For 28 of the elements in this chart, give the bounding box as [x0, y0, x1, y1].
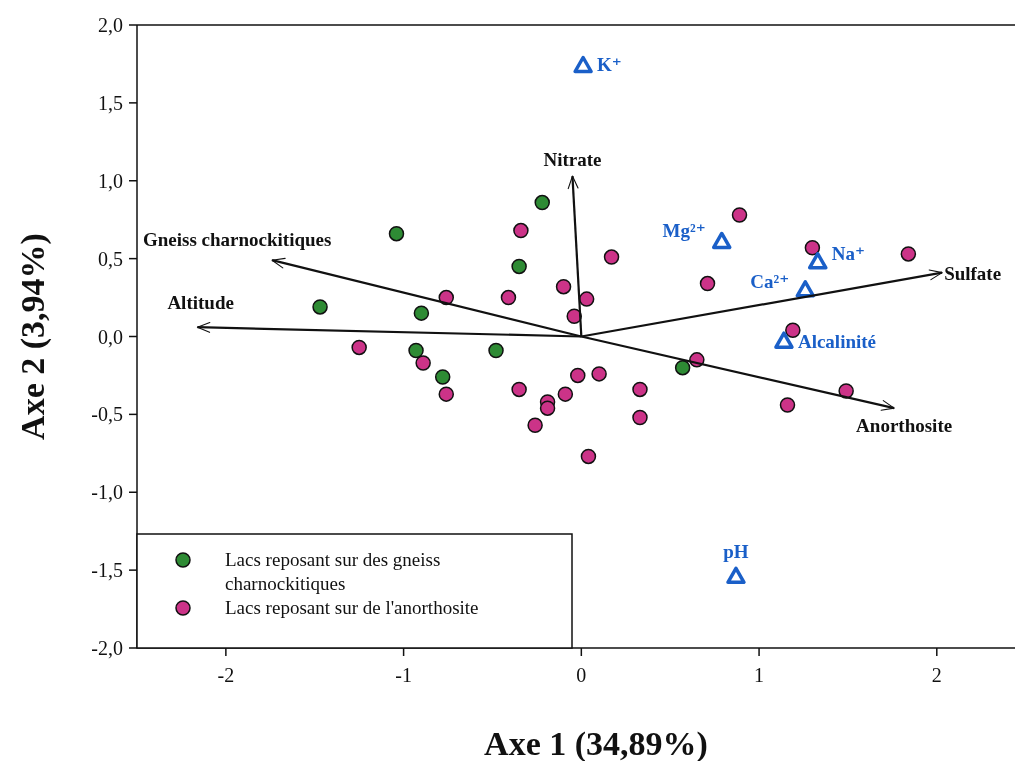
y-tick-label: -0,5 [91, 403, 123, 426]
y-tick-label: -1,0 [91, 481, 123, 504]
legend-label: Lacs reposant sur de l'anorthosite [225, 597, 479, 618]
y-tick-label: 1,0 [98, 169, 123, 192]
data-label: K⁺ [597, 54, 622, 76]
data-label: Na⁺ [831, 242, 865, 264]
series-label: Nitrate [543, 149, 602, 171]
x-tick-label: 0 [576, 664, 587, 686]
y-tick-label: 2,0 [98, 14, 123, 36]
x-tick-label: 2 [931, 664, 942, 686]
legend-label: Lacs reposant sur des gneiss charnockitiques [225, 549, 441, 594]
x-tick-label: 1 [754, 664, 765, 686]
data-label: pH [723, 541, 749, 563]
y-tick-label: -2,0 [91, 637, 123, 659]
series-label: Gneiss charnockitiques [143, 229, 332, 251]
data-label: Mg²⁺ [662, 220, 706, 242]
y-tick-label: 0,5 [98, 247, 123, 270]
y-tick-label: 1,5 [98, 91, 123, 114]
x-tick-label: -2 [217, 664, 235, 686]
series-label: Altitude [167, 292, 234, 314]
data-label: Alcalinité [797, 331, 877, 353]
y-tick-label: 0,0 [98, 325, 123, 348]
series-label: Anorthosite [856, 415, 953, 437]
y-axis-title: Axe 2 (3,94%) [14, 233, 52, 440]
x-tick-label: -1 [395, 664, 412, 686]
series-label: Sulfate [944, 262, 1002, 284]
data-label: Ca²⁺ [750, 270, 790, 292]
y-tick-label: -1,5 [91, 559, 123, 582]
